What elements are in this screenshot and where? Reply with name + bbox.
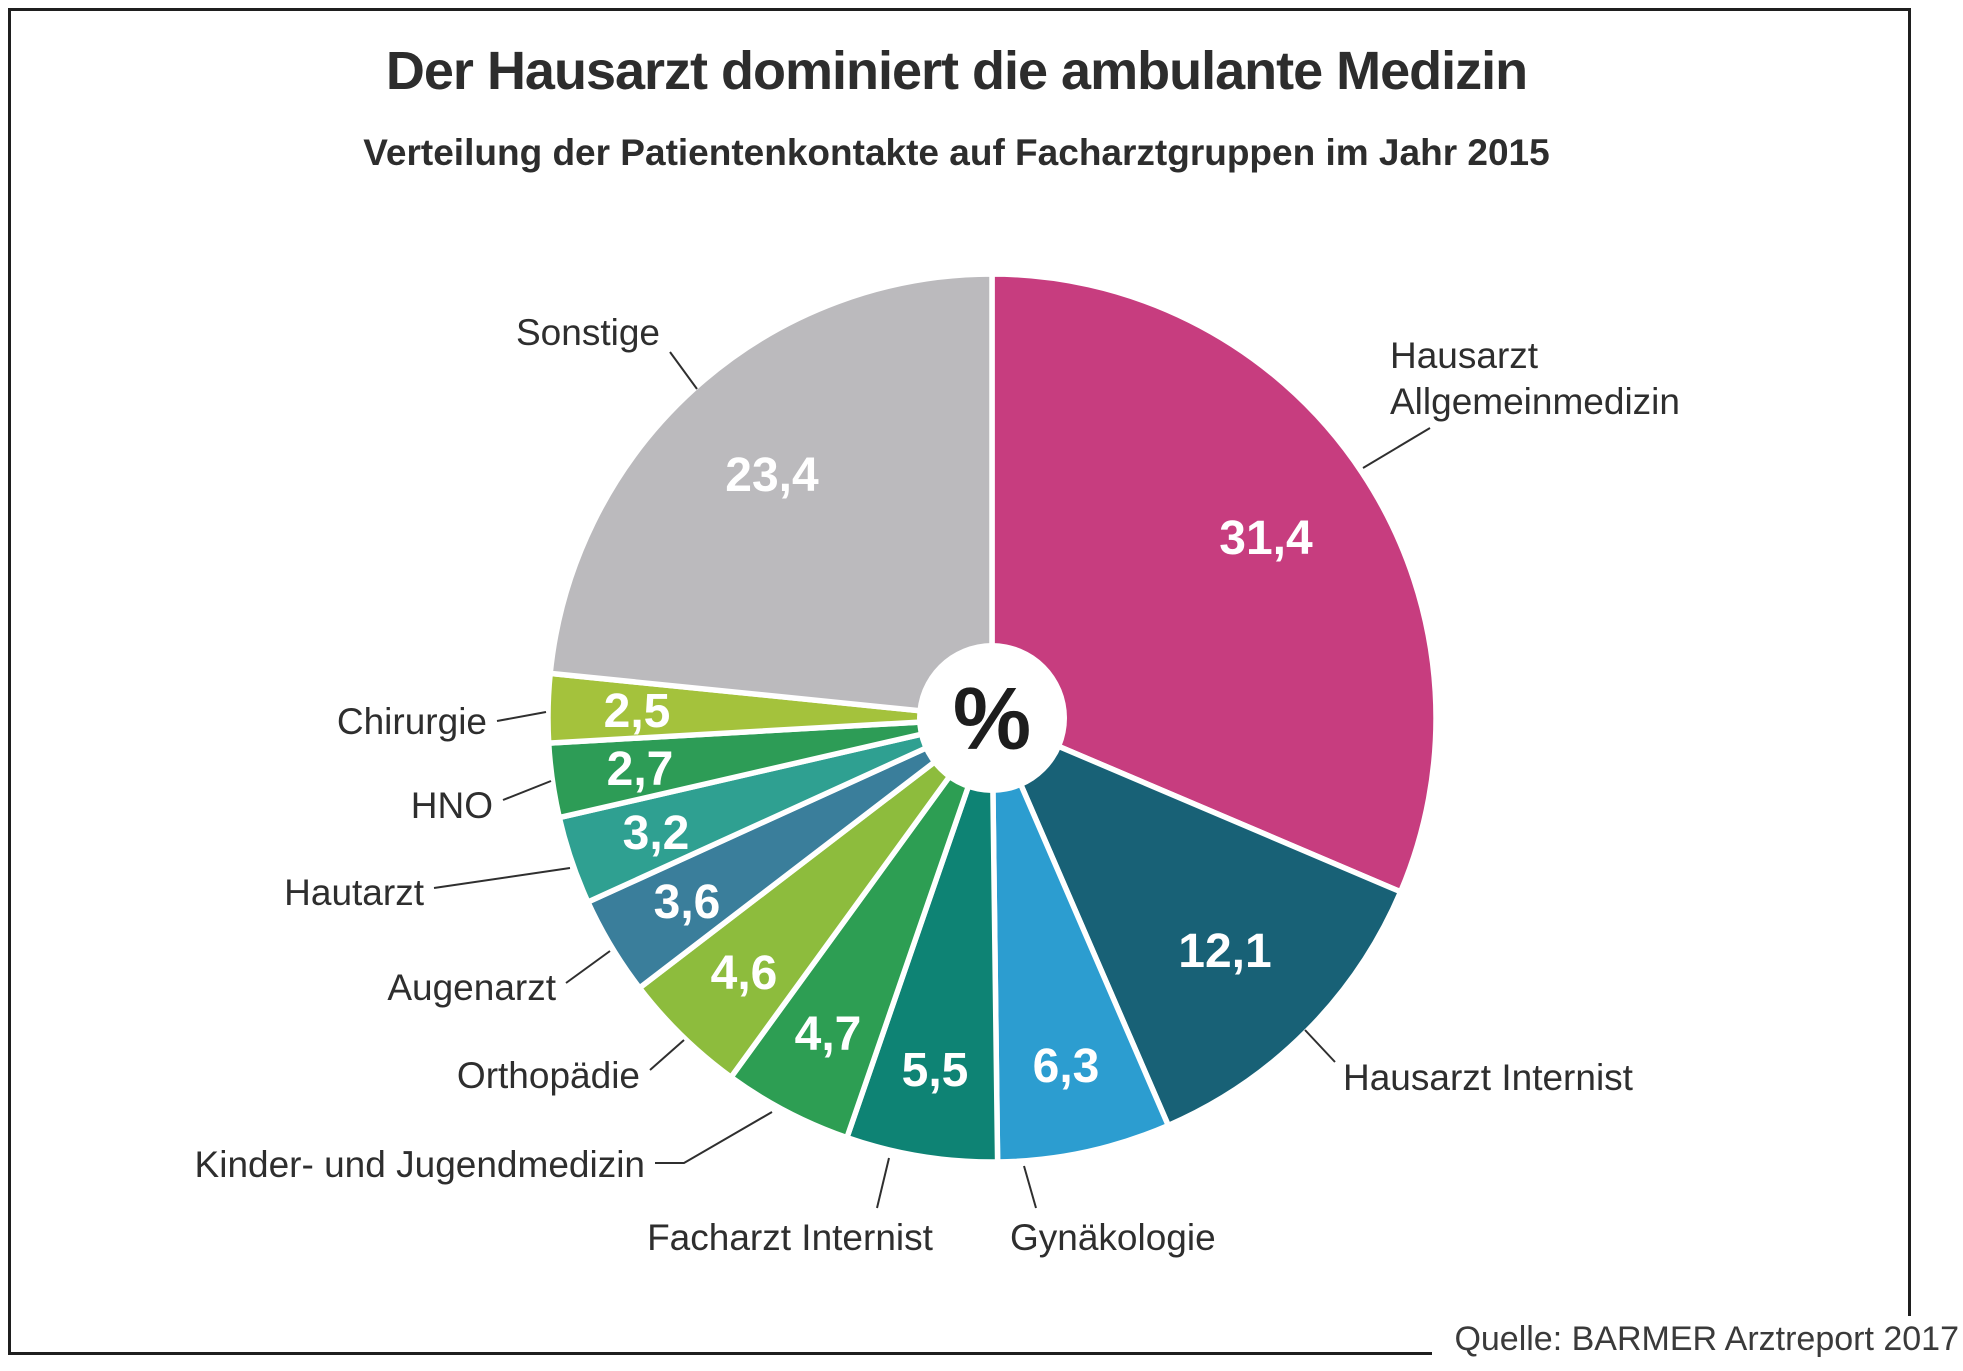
slice-value-sonstige: 23,4: [725, 449, 819, 502]
slice-label-hautarzt: Hautarzt: [284, 872, 425, 913]
slice-value-hausarzt-internist: 12,1: [1178, 925, 1271, 978]
chart-subtitle: Verteilung der Patientenkontakte auf Fac…: [363, 132, 1550, 173]
slice-value-hausarzt-allgemeinmedizin: 31,4: [1219, 512, 1313, 565]
leader-line-hautarzt: [433, 867, 571, 889]
leader-line-hausarzt-allgemeinmedizin: [1362, 427, 1431, 469]
pie-slice-sonstige: [547, 271, 995, 721]
slice-label-kinder-und-jugendmedizin: Kinder- und Jugendmedizin: [195, 1144, 645, 1185]
slice-label-sonstige: Sonstige: [516, 312, 660, 353]
leader-line-augenarzt: [565, 950, 611, 984]
source-caption: Quelle: BARMER Arztreport 2017: [1432, 1316, 1961, 1363]
leader-line-sonstige: [669, 351, 698, 390]
leader-line-hausarzt-internist: [1304, 1029, 1336, 1063]
slice-label-hausarzt-internist: Hausarzt Internist: [1343, 1057, 1634, 1098]
pie-slice-gynäkologie: [989, 715, 1172, 1165]
slice-label-chirurgie: Chirurgie: [337, 701, 487, 742]
slice-label-hausarzt-allgemeinmedizin: Hausarzt Allgemeinmedizin: [1390, 335, 1680, 422]
leader-line-kinder-und-jugendmedizin: [655, 1111, 773, 1164]
slice-value-facharzt-internist: 5,5: [902, 1044, 969, 1097]
leader-line-orthopädie: [649, 1039, 685, 1071]
slice-label-augenarzt: Augenarzt: [387, 967, 556, 1008]
leader-line-chirurgie: [496, 711, 547, 722]
leader-line-facharzt-internist: [876, 1157, 890, 1209]
slice-value-hautarzt: 3,2: [623, 807, 690, 860]
center-circle: [917, 643, 1067, 793]
chart-frame-border: [8, 8, 1911, 1355]
slice-value-augenarzt: 3,6: [654, 876, 721, 929]
slice-value-kinder-und-jugendmedizin: 4,7: [795, 1008, 862, 1061]
slice-label-hno: HNO: [411, 785, 493, 826]
slice-value-orthopädie: 4,6: [711, 947, 778, 1000]
pie-center-hole: %: [917, 643, 1067, 793]
leader-line-gynäkologie: [1023, 1165, 1037, 1209]
slice-label-gynäkologie: Gynäkologie: [1010, 1217, 1216, 1258]
pie-slice-facharzt-internist: [844, 715, 1001, 1165]
slice-value-gynäkologie: 6,3: [1033, 1040, 1100, 1093]
chart-title: Der Hausarzt dominiert die ambulante Med…: [385, 41, 1528, 101]
leader-line-hno: [502, 780, 552, 801]
pie-slice-hausarzt-allgemeinmedizin: [989, 271, 1439, 895]
slice-label-orthopädie: Orthopädie: [457, 1055, 640, 1096]
slice-value-hno: 2,7: [607, 743, 674, 796]
pie-slices-layer: [545, 271, 1439, 1165]
center-percent-symbol: %: [953, 669, 1031, 768]
slice-value-chirurgie: 2,5: [604, 685, 671, 738]
slice-label-facharzt-internist: Facharzt Internist: [647, 1217, 934, 1258]
pie-labels-layer: 31,4 Hausarzt Allgemeinmedizin 12,1 Hausarzt…: [195, 312, 1680, 1258]
